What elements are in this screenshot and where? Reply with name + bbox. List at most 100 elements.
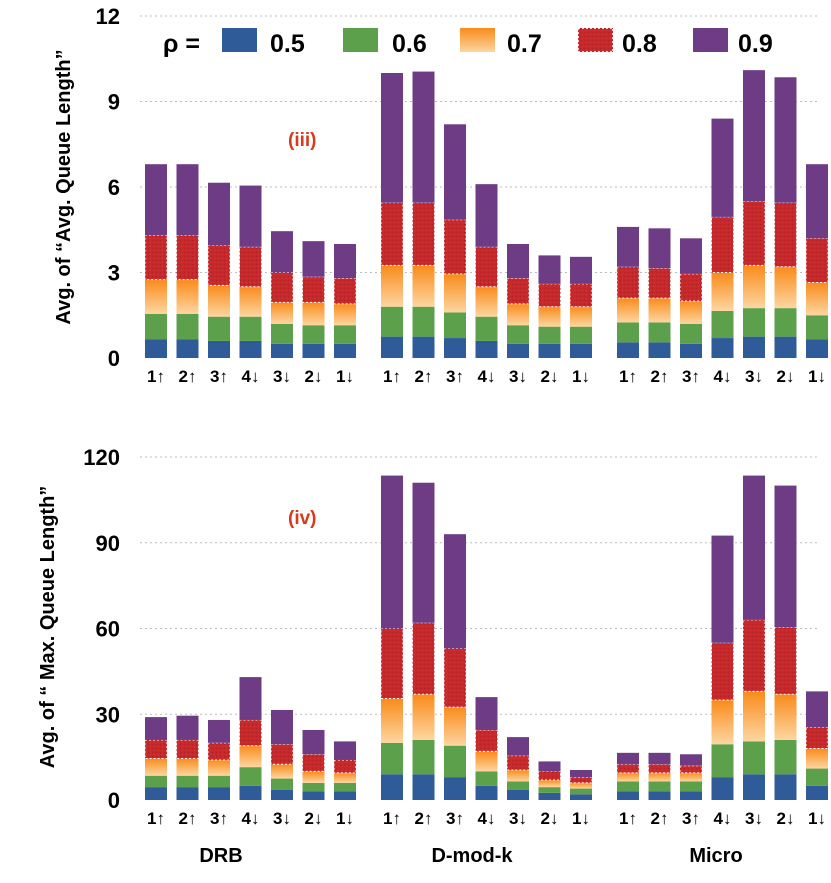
bar-segment-rho-0.5 (711, 338, 734, 358)
bar-segment-rho-0.5 (743, 336, 765, 358)
x-tick-label: 2↑ (415, 809, 433, 828)
bar-segment-rho-0.9 (475, 184, 498, 247)
bar-segment-rho-0.8 (239, 719, 262, 747)
bar-segment-rho-0.9 (743, 475, 765, 620)
x-tick-label: 1↑ (383, 367, 401, 386)
bar-segment-rho-0.6 (507, 325, 529, 344)
x-tick-label: 3↑ (210, 367, 228, 386)
bar-segment-rho-0.6 (475, 771, 498, 786)
bar-segment-rho-0.6 (176, 775, 199, 788)
x-tick-label: 3↑ (682, 809, 700, 828)
bar-segment-rho-0.6 (239, 316, 262, 341)
bar-segment-rho-0.9 (680, 238, 702, 274)
bar-segment-rho-0.8 (412, 622, 435, 695)
panel-label-iv: (iv) (288, 508, 317, 529)
x-tick-label: 2↓ (541, 809, 559, 828)
bar-segment-rho-0.9 (806, 164, 828, 239)
bar-segment-rho-0.9 (271, 709, 293, 745)
bar-segment-rho-0.8 (679, 273, 703, 302)
bar-segment-rho-0.5 (711, 777, 734, 800)
x-tick-label: 1↑ (619, 367, 637, 386)
legend-swatch-0.7 (460, 28, 495, 52)
y-axis-label-avg: Avg. of “Avg. Queue Length” (53, 49, 75, 324)
bar-segment-rho-0.8 (302, 753, 325, 772)
bar-segment-rho-0.5 (475, 785, 498, 800)
bar-segment-rho-0.6 (145, 313, 167, 340)
bar-segment-rho-0.9 (239, 185, 262, 247)
bar-segment-rho-0.5 (743, 774, 765, 800)
y-tick-label: 9 (108, 90, 120, 115)
bar-segment-rho-0.7 (444, 273, 466, 313)
bar-segment-rho-0.8 (648, 267, 671, 299)
bar-segment-rho-0.6 (412, 739, 435, 775)
bar-segment-rho-0.5 (145, 787, 167, 800)
x-tick-label: 2↑ (651, 367, 669, 386)
bar-segment-rho-0.6 (743, 741, 765, 775)
x-tick-label: 2↓ (305, 367, 323, 386)
bar-segment-rho-0.7 (412, 265, 435, 307)
bar-segment-rho-0.9 (176, 164, 199, 236)
bar-segment-rho-0.8 (239, 246, 262, 288)
bar-segment-rho-0.7 (302, 771, 325, 783)
legend-label-0.7: 0.7 (507, 30, 542, 58)
bar-segment-rho-0.8 (207, 244, 231, 286)
bar-segment-rho-0.5 (381, 336, 403, 358)
bar-segment-rho-0.5 (208, 340, 230, 358)
bar-segment-rho-0.7 (271, 764, 293, 779)
bar-segment-rho-0.9 (271, 231, 293, 273)
bar-segment-rho-0.6 (507, 781, 529, 790)
bar-segment-rho-0.7 (680, 301, 702, 324)
y-tick-label: 90 (96, 531, 120, 556)
bar-segment-rho-0.7 (538, 779, 561, 788)
legend-swatch-0.5 (222, 28, 257, 52)
x-tick-label: 1↓ (808, 809, 826, 828)
bar-segment-rho-0.9 (302, 729, 325, 755)
bar-segment-rho-0.9 (680, 754, 702, 766)
bar-segment-rho-0.8 (144, 739, 168, 760)
bar-segment-rho-0.7 (208, 285, 230, 317)
panel-label-iii: (iii) (288, 130, 317, 151)
bar-segment-rho-0.9 (617, 752, 639, 765)
x-tick-label: 2↑ (415, 367, 433, 386)
plot-area: 0 3 6 9 12 1↑ 2↑ 3↑ 4↓ 3↓ 2↓ 1↓ 1↑ 2↑ 3↑ 4↓ 3↓ 2↓ 1↓ 1↑ 2↑ 3↑… (83, 4, 829, 828)
bar-segment-rho-0.9 (475, 697, 498, 730)
bar-segment-rho-0.8 (506, 755, 530, 771)
bar-segment-rho-0.6 (381, 742, 403, 775)
x-tick-label: 1↓ (336, 367, 354, 386)
bar-segment-rho-0.6 (570, 788, 592, 795)
bar-segment-rho-0.8 (774, 202, 797, 268)
bar-segment-rho-0.7 (208, 759, 230, 776)
bar-segment-rho-0.9 (774, 77, 797, 203)
bar-segment-rho-0.7 (381, 265, 403, 307)
legend-label-0.6: 0.6 (392, 30, 427, 58)
bar-segment-rho-0.6 (648, 322, 671, 343)
bar-segment-rho-0.8 (176, 739, 199, 760)
legend-swatch-0.9 (693, 28, 728, 52)
bar-segment-rho-0.8 (475, 246, 498, 288)
bar-segment-rho-0.9 (538, 255, 561, 284)
x-tick-label: 1↓ (572, 809, 590, 828)
y-tick-label: 0 (108, 788, 120, 813)
x-tick-label: 1↑ (619, 809, 637, 828)
bar-segment-rho-0.8 (742, 200, 766, 266)
bar-segment-rho-0.7 (806, 748, 828, 769)
bar-segment-rho-0.7 (617, 772, 639, 782)
x-tick-label: 1↓ (572, 367, 590, 386)
bar-segment-rho-0.6 (538, 787, 561, 793)
legend-label-0.8: 0.8 (622, 30, 657, 58)
bar-segment-rho-0.5 (538, 792, 561, 800)
bar-segment-rho-0.5 (617, 342, 639, 358)
bar-segment-rho-0.8 (506, 277, 530, 305)
bar-segment-rho-0.5 (302, 343, 325, 358)
legend-rho-symbol: ρ = (163, 30, 200, 58)
bar-segment-rho-0.9 (444, 124, 466, 220)
bar-segment-rho-0.8 (616, 266, 640, 299)
bar-segment-rho-0.5 (302, 791, 325, 800)
bar-segment-rho-0.7 (507, 769, 529, 782)
x-tick-label: 4↓ (714, 367, 732, 386)
bar-segment-rho-0.9 (711, 118, 734, 217)
x-tick-label: 3↓ (509, 367, 527, 386)
bar-segment-rho-0.5 (176, 787, 199, 800)
x-tick-label: 1↓ (808, 367, 826, 386)
